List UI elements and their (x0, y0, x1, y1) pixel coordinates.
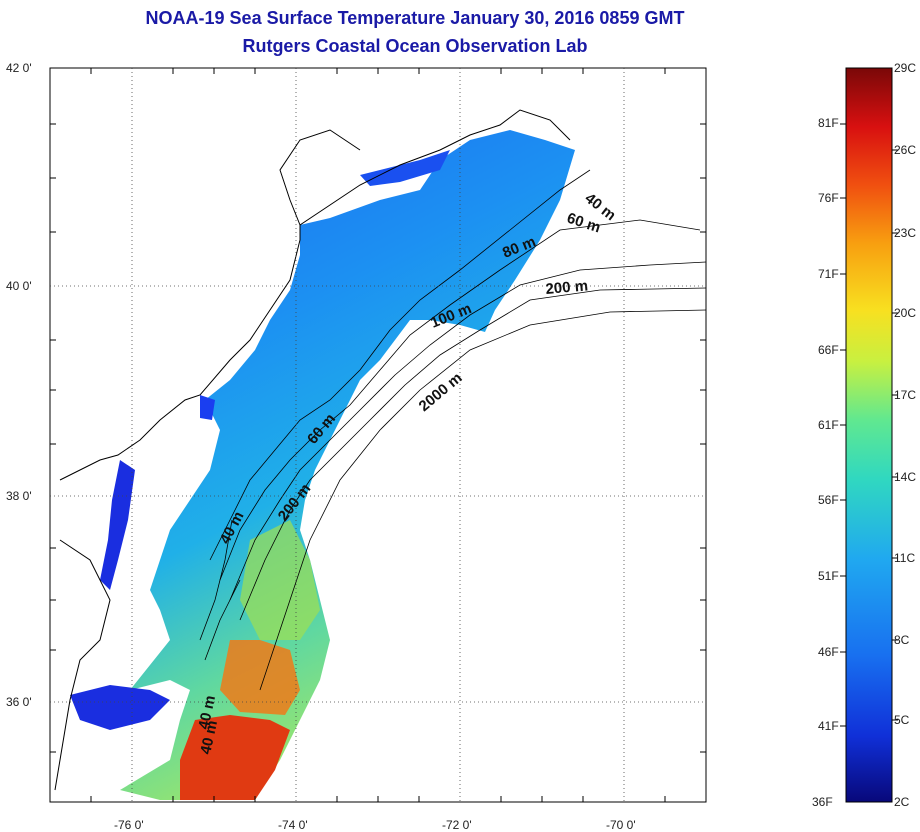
colorbar-f-label: 71F (818, 267, 839, 281)
pamlico-sound (70, 685, 170, 730)
colorbar-f-label: 36F (812, 795, 833, 809)
lat-label: 38 0' (6, 489, 32, 503)
colorbar-c-label: 8C (894, 633, 910, 647)
colorbar-f-label: 61F (818, 418, 839, 432)
colorbar-c-label: 2C (894, 795, 910, 809)
lat-label: 36 0' (6, 695, 32, 709)
colorbar-f-label: 46F (818, 645, 839, 659)
lon-label: -72 0' (442, 818, 472, 832)
isobath-label: 40 m (197, 719, 221, 756)
isobath-label: 40 m (195, 694, 219, 731)
lon-label: -70 0' (606, 818, 636, 832)
colorbar-c-label: 26C (894, 143, 917, 157)
colorbar (845, 67, 893, 803)
colorbar-c-label: 29C (894, 61, 917, 75)
lon-label: -74 0' (278, 818, 308, 832)
gulf-stream-mid (220, 640, 300, 715)
colorbar-f-label: 51F (818, 569, 839, 583)
colorbar-f-label: 76F (818, 191, 839, 205)
colorbar-c-label: 20C (894, 306, 917, 320)
coastline (59, 109, 571, 481)
long-island-sound (360, 150, 450, 186)
colorbar-c-label: 11C (894, 551, 916, 565)
graticule (50, 68, 706, 802)
colorbar-f-label: 66F (818, 343, 839, 357)
shelf-warm-band (240, 520, 320, 640)
chesapeake-bay (100, 460, 135, 590)
isobath-lines (199, 169, 707, 691)
colorbar-c-label: 17C (894, 388, 917, 402)
colorbar-ticks (840, 123, 898, 727)
lat-label: 40 0' (6, 279, 32, 293)
colorbar-f-label: 41F (818, 719, 839, 733)
frame-ticks (50, 68, 706, 802)
gulf-stream-warm (180, 715, 290, 800)
coastline-south (54, 539, 111, 791)
map-title: NOAA-19 Sea Surface Temperature January … (145, 8, 685, 28)
colorbar-f-label: 56F (818, 493, 839, 507)
isobath-label: 200 m (545, 277, 589, 298)
colorbar-c-label: 5C (894, 713, 910, 727)
colorbar-f-label: 81F (818, 116, 839, 130)
colorbar-c-label: 23C (894, 226, 917, 240)
lon-label: -76 0' (114, 818, 144, 832)
colorbar-c-label: 14C (894, 470, 917, 484)
map-subtitle: Rutgers Coastal Ocean Observation Lab (242, 36, 588, 56)
delaware-bay (200, 395, 215, 420)
lat-label: 42 0' (6, 61, 32, 75)
